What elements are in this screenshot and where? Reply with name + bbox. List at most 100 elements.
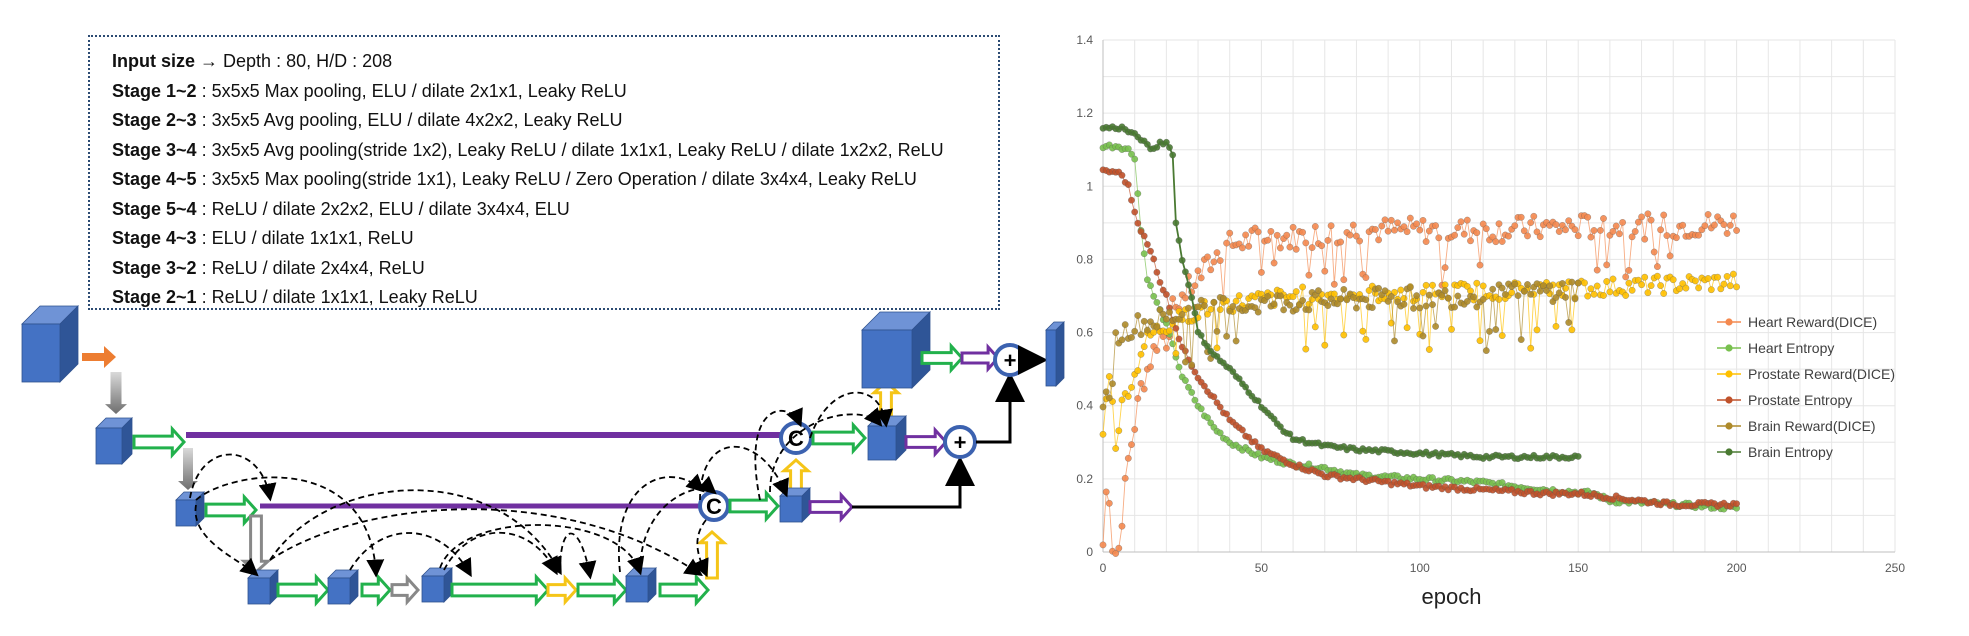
- data-point: [1191, 396, 1199, 404]
- residual-path: [976, 372, 1025, 444]
- data-point: [1463, 216, 1471, 224]
- data-point: [1555, 289, 1563, 297]
- dilation-connection: [618, 473, 705, 573]
- config-line: Stage 3~4 : 3x5x5 Avg pooling(stride 1x2…: [112, 140, 944, 161]
- data-point: [1235, 375, 1243, 383]
- concat-node: C: [698, 490, 730, 522]
- data-point: [1251, 438, 1259, 445]
- data-point: [1479, 220, 1487, 228]
- data-point: [1470, 293, 1478, 301]
- data-point: [1185, 383, 1192, 391]
- dilation-connection: [349, 532, 472, 578]
- data-point: [1270, 300, 1278, 308]
- config-separator: :: [196, 287, 212, 307]
- legend-swatch-marker: [1725, 318, 1733, 326]
- input-arrow: [82, 346, 116, 368]
- data-point: [1150, 292, 1158, 300]
- data-point: [1216, 306, 1224, 313]
- data-point: [1695, 231, 1702, 239]
- data-point: [1603, 278, 1611, 285]
- x-tick-label: 0: [1100, 561, 1107, 575]
- data-point: [1172, 325, 1180, 332]
- config-stage-label: Stage 4~3: [112, 228, 197, 248]
- stage5-block: [421, 567, 453, 603]
- data-point: [1733, 500, 1740, 508]
- data-point: [1213, 344, 1221, 352]
- data-point: [1254, 450, 1262, 457]
- data-point: [1473, 279, 1481, 287]
- data-point: [1302, 239, 1310, 247]
- data-point: [1362, 296, 1370, 304]
- data-point: [1631, 228, 1639, 235]
- x-tick-label: 150: [1568, 561, 1588, 575]
- data-point: [1473, 303, 1481, 311]
- data-point: [1128, 196, 1135, 204]
- data-point: [1147, 282, 1154, 289]
- data-point: [1131, 155, 1139, 163]
- legend-swatch-marker: [1725, 344, 1733, 352]
- config-stage-label: Stage 3~2: [112, 257, 197, 278]
- data-point: [1147, 363, 1154, 371]
- data-point: [1302, 345, 1310, 353]
- data-point: [1188, 294, 1196, 301]
- y-tick-label: 0: [1086, 545, 1093, 559]
- data-point: [1153, 143, 1161, 151]
- data-point: [1349, 294, 1357, 301]
- data-point: [1239, 426, 1246, 434]
- data-point: [1362, 336, 1370, 343]
- data-point: [1666, 252, 1674, 260]
- data-point: [1134, 219, 1142, 227]
- stage4-block: [327, 569, 359, 605]
- dilation-connection: [769, 407, 883, 493]
- legend: Heart Reward(DICE) Heart Entropy Prostate …: [1717, 314, 1895, 460]
- data-point: [1131, 426, 1139, 433]
- data-point: [1112, 329, 1120, 336]
- data-point: [1153, 323, 1161, 331]
- conv-arrow: [658, 573, 711, 607]
- data-point: [1144, 326, 1151, 334]
- data-point: [1514, 292, 1522, 299]
- config-separator: :: [196, 80, 212, 101]
- data-point: [1489, 233, 1497, 241]
- data-point: [1463, 283, 1471, 290]
- config-stage-text: 3x5x5 Avg pooling(stride 1x2), Leaky ReL…: [211, 139, 944, 160]
- data-point: [1720, 280, 1728, 288]
- data-point: [1644, 210, 1652, 218]
- data-point: [1197, 296, 1205, 304]
- data-point: [1153, 299, 1161, 306]
- data-point: [1609, 275, 1617, 283]
- data-point: [1422, 302, 1430, 310]
- data-point: [1565, 319, 1573, 326]
- data-point: [1536, 287, 1544, 295]
- data-point: [1559, 280, 1566, 287]
- data-point: [1600, 215, 1607, 222]
- data-point: [1188, 361, 1196, 369]
- data-point: [1147, 247, 1154, 255]
- data-point: [1137, 350, 1145, 358]
- data-point: [1204, 253, 1211, 261]
- data-point: [1182, 268, 1189, 276]
- data-point: [1486, 328, 1493, 335]
- data-point: [1730, 212, 1737, 220]
- data-point: [1394, 219, 1401, 227]
- data-point: [1663, 232, 1671, 239]
- data-point: [1188, 389, 1196, 396]
- y-tick-label: 0.8: [1076, 252, 1093, 266]
- data-point: [1134, 190, 1142, 197]
- stage2-decoder-block: [867, 415, 907, 461]
- data-point: [1283, 231, 1291, 239]
- data-point: [1606, 288, 1614, 296]
- data-point: [1099, 430, 1107, 438]
- data-point: [1204, 342, 1211, 350]
- pooling-arrow: [240, 514, 272, 575]
- data-point: [1182, 347, 1189, 355]
- dilation-connection: [692, 519, 709, 578]
- conv-arrow: [728, 489, 781, 523]
- data-point: [1118, 396, 1126, 404]
- data-point: [1707, 286, 1715, 294]
- config-stage-label: Stage 2~1: [112, 287, 197, 307]
- data-point: [1175, 363, 1183, 371]
- data-point: [1600, 292, 1607, 299]
- data-point: [1669, 276, 1677, 284]
- data-point: [1460, 230, 1468, 238]
